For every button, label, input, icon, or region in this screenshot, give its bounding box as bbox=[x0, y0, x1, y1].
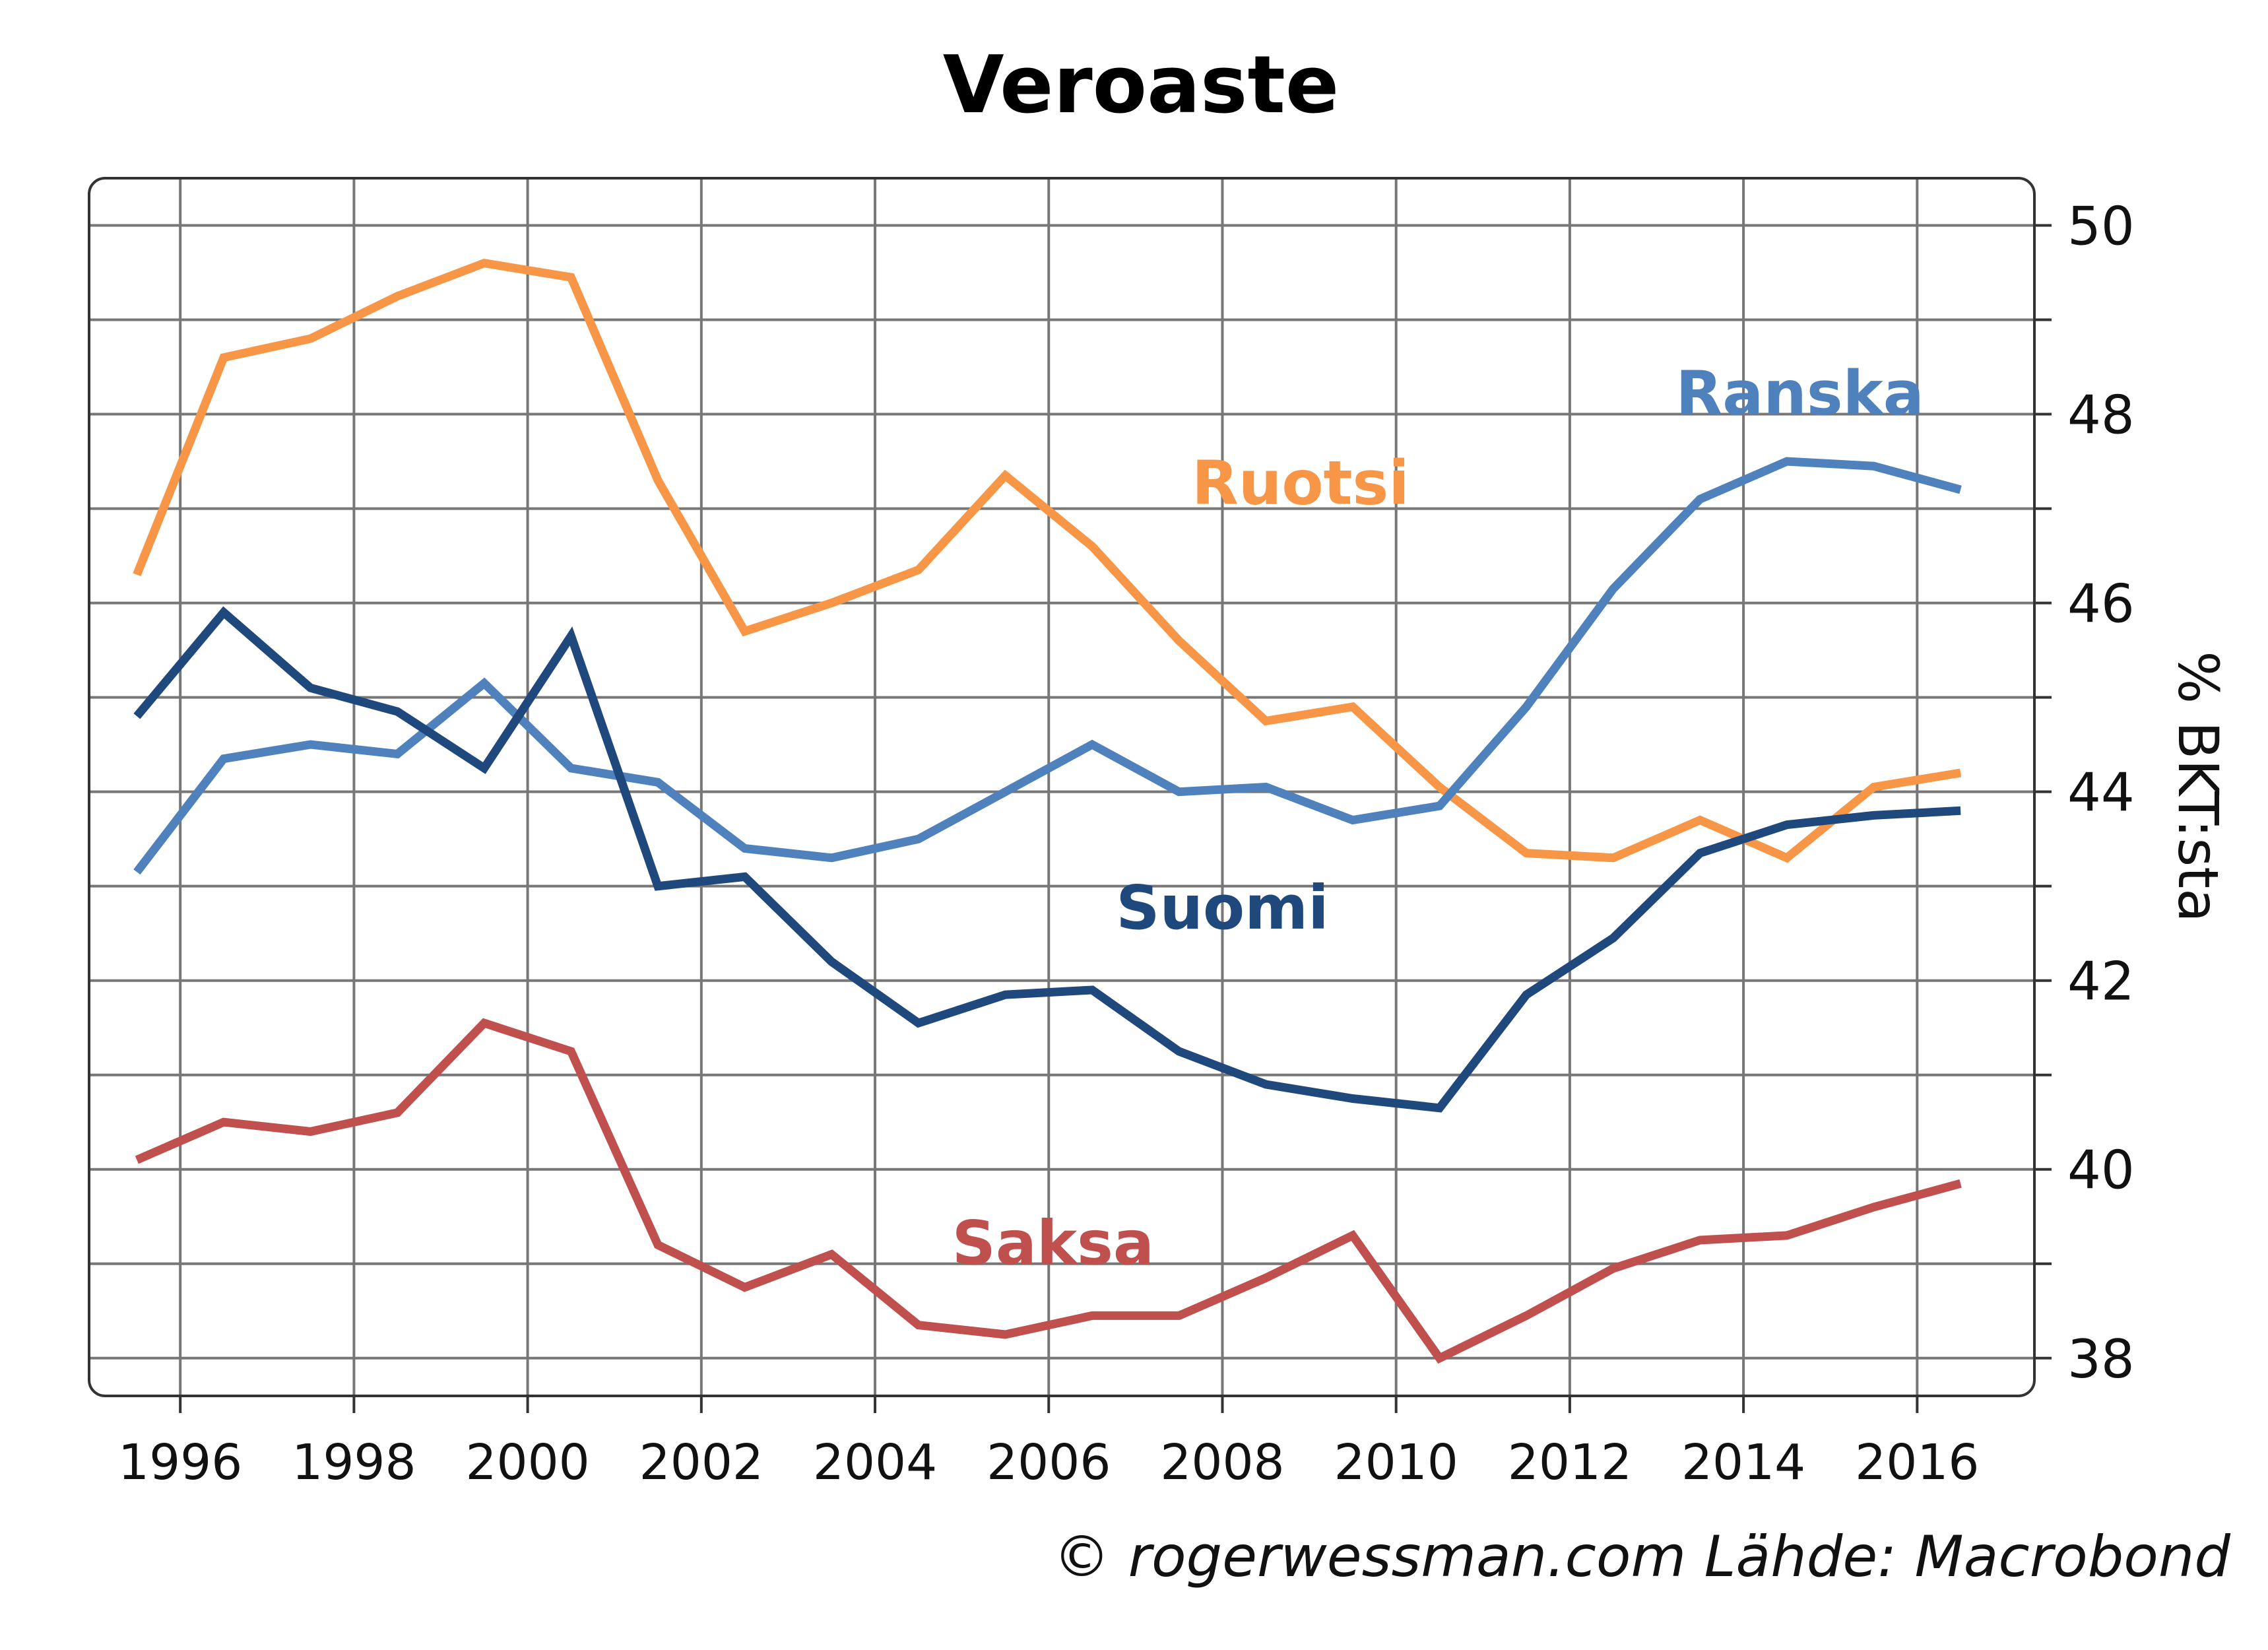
x-tick-label: 1996 bbox=[118, 1434, 242, 1491]
x-axis: 1996 1998 2000 2002 2004 2006 2008 2010 2012 2014… bbox=[118, 1396, 1979, 1491]
y-tick-label: 38 bbox=[2067, 1329, 2135, 1390]
series-line-saksa bbox=[135, 1018, 1962, 1364]
series-label-ranska: Ranska bbox=[1675, 358, 1924, 429]
y-tick-label: 40 bbox=[2067, 1140, 2135, 1201]
series-label-saksa: Saksa bbox=[952, 1208, 1154, 1278]
source-credit: © rogerwessman.com Lähde: Macrobond bbox=[1053, 1524, 2230, 1590]
x-tick-label: 2016 bbox=[1855, 1434, 1979, 1491]
y-tick-label: 42 bbox=[2067, 951, 2135, 1012]
plot-background bbox=[89, 178, 2034, 1396]
y-tick-label: 50 bbox=[2067, 196, 2135, 257]
series-label-suomi: Suomi bbox=[1116, 873, 1328, 943]
series-line-ranska bbox=[133, 457, 1962, 875]
series-line-suomi bbox=[133, 606, 1961, 1113]
y-axis-label: % BKT:sta bbox=[2166, 651, 2230, 922]
x-tick-label: 2004 bbox=[813, 1434, 937, 1491]
x-tick-label: 2010 bbox=[1334, 1434, 1458, 1491]
series-labels: Ruotsi Ranska Suomi Saksa bbox=[952, 358, 1924, 1278]
x-tick-label: 2008 bbox=[1160, 1434, 1284, 1491]
x-tick-label: 2000 bbox=[465, 1434, 589, 1491]
y-tick-label: 46 bbox=[2067, 574, 2135, 635]
plot-frame bbox=[88, 177, 2036, 1397]
x-tick-label: 2002 bbox=[639, 1434, 763, 1491]
x-tick-label: 2014 bbox=[1681, 1434, 1805, 1491]
plot-area bbox=[88, 177, 2036, 1397]
chart-title: Veroaste bbox=[943, 40, 1339, 131]
grid bbox=[89, 178, 2034, 1396]
y-tick-label: 48 bbox=[2067, 385, 2135, 446]
series-label-ruotsi: Ruotsi bbox=[1192, 447, 1409, 518]
y-tick-label: 44 bbox=[2067, 762, 2135, 824]
series-line-ruotsi bbox=[133, 259, 1962, 863]
x-tick-label: 1998 bbox=[292, 1434, 416, 1491]
series-group bbox=[133, 259, 1962, 1364]
x-tick-label: 2012 bbox=[1508, 1434, 1632, 1491]
x-tick-label: 2006 bbox=[987, 1434, 1111, 1491]
y-axis: 38 40 42 44 46 48 50 bbox=[2034, 196, 2135, 1390]
